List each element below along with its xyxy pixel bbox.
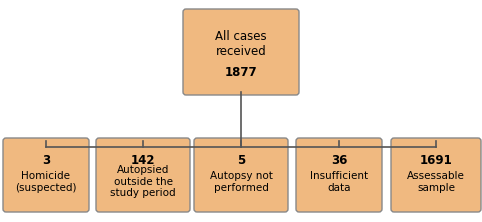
FancyBboxPatch shape bbox=[296, 138, 382, 212]
FancyBboxPatch shape bbox=[183, 9, 299, 95]
Text: All cases
received: All cases received bbox=[215, 30, 267, 58]
Text: 1877: 1877 bbox=[225, 65, 257, 79]
Text: Assessable
sample: Assessable sample bbox=[407, 171, 465, 193]
FancyBboxPatch shape bbox=[3, 138, 89, 212]
Text: Insufficient
data: Insufficient data bbox=[310, 171, 368, 193]
Text: Autopsy not
performed: Autopsy not performed bbox=[210, 171, 272, 193]
Text: 36: 36 bbox=[331, 154, 347, 166]
FancyBboxPatch shape bbox=[391, 138, 481, 212]
Text: 1691: 1691 bbox=[420, 154, 453, 166]
Text: 5: 5 bbox=[237, 154, 245, 166]
Text: 142: 142 bbox=[131, 154, 155, 166]
FancyBboxPatch shape bbox=[96, 138, 190, 212]
Text: 3: 3 bbox=[42, 154, 50, 166]
FancyBboxPatch shape bbox=[194, 138, 288, 212]
Text: Autopsied
outside the
study period: Autopsied outside the study period bbox=[110, 165, 176, 198]
Text: Homicide
(suspected): Homicide (suspected) bbox=[15, 171, 77, 193]
